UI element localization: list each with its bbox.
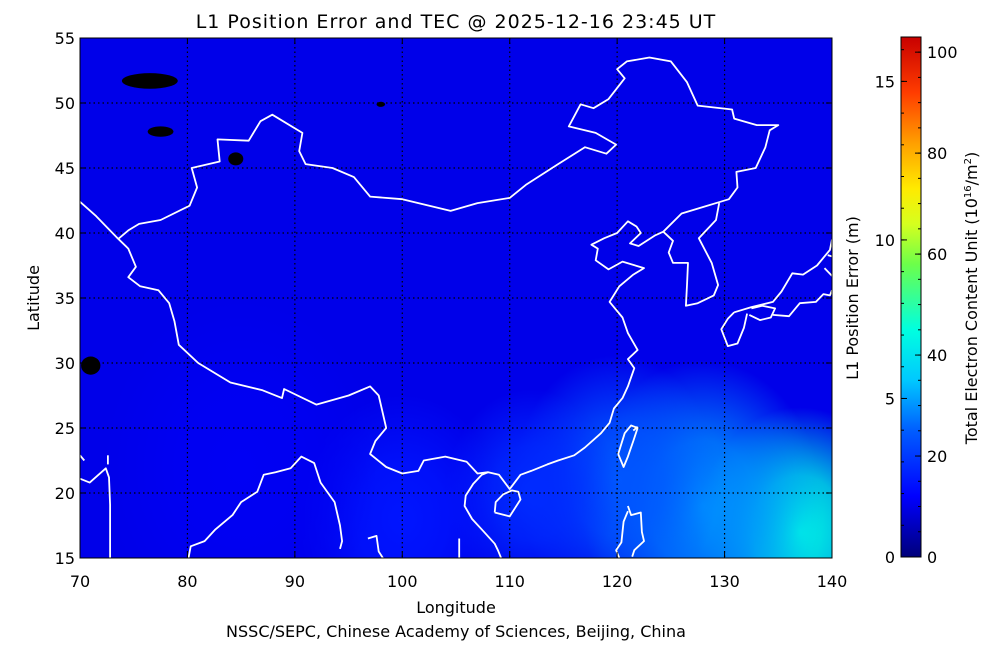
y-tick-label: 45 bbox=[55, 159, 75, 178]
tec-tick-label: 60 bbox=[927, 245, 947, 264]
tec-label-sup2: 2 bbox=[963, 158, 974, 164]
x-tick-label: 100 bbox=[387, 572, 418, 591]
no-data-patch bbox=[228, 152, 244, 166]
x-tick-label: 120 bbox=[602, 572, 633, 591]
coastline bbox=[662, 202, 721, 307]
x-tick-label: 130 bbox=[709, 572, 740, 591]
coastline bbox=[632, 426, 639, 432]
coastline bbox=[733, 239, 832, 314]
tec-tick-label: 0 bbox=[927, 548, 937, 567]
y-tick-label: 15 bbox=[55, 549, 75, 568]
coastline bbox=[80, 467, 111, 558]
x-tick-label: 80 bbox=[177, 572, 197, 591]
y-tick-label: 25 bbox=[55, 419, 75, 438]
coastline bbox=[627, 505, 645, 557]
coastline bbox=[463, 471, 502, 558]
no-data-patch bbox=[147, 126, 174, 137]
coastline bbox=[823, 267, 832, 277]
error-tick-label: 5 bbox=[885, 389, 895, 408]
no-data-patch bbox=[81, 356, 101, 375]
colorbar-ticks: 0 20 40 60 80 100 0 5 10 15 bbox=[875, 43, 958, 567]
y-tick-label: 40 bbox=[55, 224, 75, 243]
coastline bbox=[827, 254, 832, 258]
tec-tick-label: 20 bbox=[927, 447, 947, 466]
coastline bbox=[748, 304, 776, 321]
x-axis-ticks: 70 80 90 100 110 120 130 140 bbox=[70, 38, 847, 591]
y-tick-label: 55 bbox=[55, 29, 75, 48]
y-tick-label: 35 bbox=[55, 289, 75, 308]
x-tick-label: 140 bbox=[817, 572, 848, 591]
x-tick-label: 70 bbox=[70, 572, 90, 591]
coastline bbox=[187, 455, 343, 558]
y-tick-label: 50 bbox=[55, 94, 75, 113]
tec-label-main: Total Electron Content Unit (10 bbox=[962, 198, 981, 445]
error-tick-label: 15 bbox=[875, 72, 895, 91]
tec-blob bbox=[103, 300, 379, 558]
error-axis-label: L1 Position Error (m) bbox=[843, 216, 862, 380]
no-data-regions bbox=[81, 73, 386, 375]
coastline bbox=[80, 454, 85, 462]
coastline bbox=[617, 424, 639, 468]
tec-label-end: ) bbox=[962, 152, 981, 158]
tec-tick-label: 100 bbox=[927, 43, 958, 62]
colorbar: 0 20 40 60 80 100 0 5 10 15 L1 Position Error (m)… bbox=[843, 36, 981, 567]
y-tick-label: 20 bbox=[55, 484, 75, 503]
tec-label-mid: /m bbox=[962, 164, 981, 185]
y-axis-label: Latitude bbox=[24, 265, 43, 331]
tec-tick-label: 40 bbox=[927, 346, 947, 365]
x-tick-label: 90 bbox=[285, 572, 305, 591]
y-axis-ticks: 15 20 25 30 35 40 45 50 55 bbox=[55, 29, 832, 568]
tec-label-sup: 16 bbox=[963, 185, 974, 198]
error-tick-label: 10 bbox=[875, 231, 895, 250]
credit-line: NSSC/SEPC, Chinese Academy of Sciences, … bbox=[226, 622, 686, 641]
y-tick-label: 30 bbox=[55, 354, 75, 373]
x-tick-label: 110 bbox=[494, 572, 525, 591]
colorbar-gradient bbox=[900, 36, 922, 558]
no-data-patch bbox=[121, 73, 178, 89]
tec-tick-label: 80 bbox=[927, 144, 947, 163]
coastline bbox=[367, 535, 384, 558]
coastline bbox=[772, 289, 832, 318]
x-axis-label: Longitude bbox=[416, 598, 496, 617]
tec-axis-label: Total Electron Content Unit (1016/m2) bbox=[962, 152, 981, 445]
coastline bbox=[720, 311, 748, 347]
chart-title: L1 Position Error and TEC @ 2025-12-16 2… bbox=[196, 11, 717, 33]
plot-area bbox=[79, 37, 833, 559]
coastline bbox=[80, 56, 780, 490]
tec-field bbox=[103, 300, 832, 558]
coastline bbox=[493, 489, 522, 518]
error-tick-label: 0 bbox=[885, 548, 895, 567]
